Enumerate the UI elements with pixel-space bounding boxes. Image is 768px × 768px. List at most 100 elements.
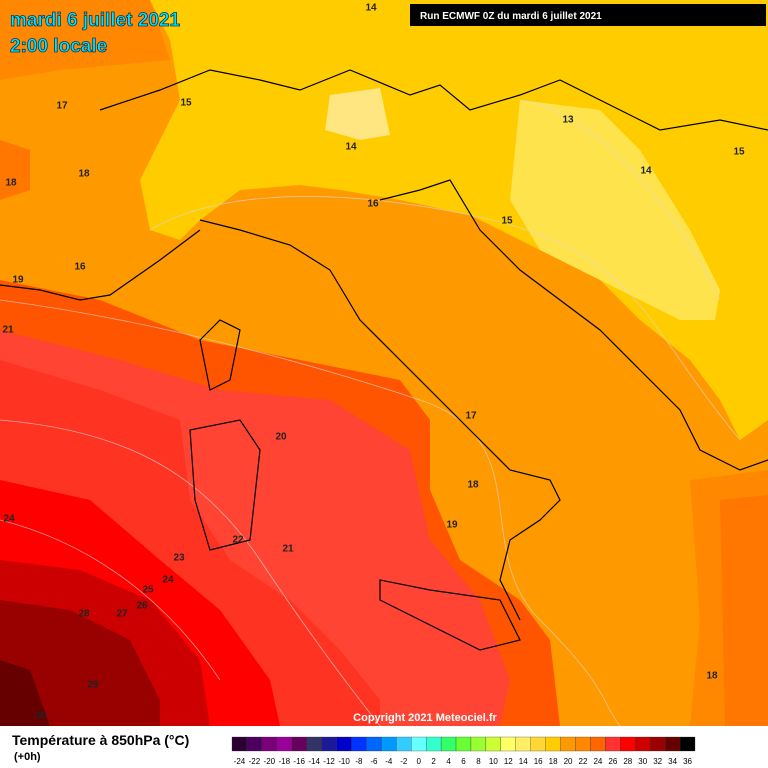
scale-label: 8: [476, 757, 481, 766]
scale-swatch: [351, 736, 367, 752]
contour-label: 15: [501, 216, 513, 227]
scale-label: -16: [293, 757, 305, 766]
scale-label: 28: [623, 757, 632, 766]
scale-label: -4: [385, 757, 393, 766]
contour-label: 21: [2, 325, 14, 336]
scale-label: -24: [234, 757, 246, 766]
scale-label: 24: [593, 757, 602, 766]
scale-label: 30: [638, 757, 647, 766]
contour-label: 15: [180, 98, 192, 109]
contour-label: 15: [733, 147, 745, 158]
contour-label: 25: [142, 585, 154, 596]
scale-label: -22: [249, 757, 261, 766]
contour-label: 29: [87, 680, 99, 691]
contour-label: 24: [3, 514, 15, 525]
scale-label: 26: [608, 757, 617, 766]
scale-swatch: [440, 736, 457, 752]
contour-label: 18: [467, 480, 479, 491]
time-heading: 2:00 locale: [10, 36, 107, 57]
run-info: Run ECMWF 0Z du mardi 6 juillet 2021: [420, 11, 602, 22]
scale-swatch: [530, 736, 546, 752]
contour-label: 22: [232, 535, 244, 546]
scale-swatch: [291, 736, 307, 752]
scale-swatch: [276, 736, 292, 752]
scale-label: 36: [683, 757, 692, 766]
scale-swatch: [545, 736, 561, 752]
scale-label: -6: [370, 757, 378, 766]
scale-label: 20: [564, 757, 573, 766]
legend-title: Température à 850hPa (°C): [12, 732, 189, 748]
scale-swatch: [455, 736, 472, 752]
scale-swatch: [679, 736, 696, 752]
scale-swatch: [396, 736, 412, 752]
scale-label: 16: [534, 757, 543, 766]
scale-swatch: [605, 736, 621, 752]
contour-label: 14: [640, 166, 652, 177]
isotherms: [0, 99, 741, 727]
contour-label: 28: [78, 609, 90, 620]
scale-swatch: [381, 736, 397, 752]
contour-label: 18: [78, 169, 90, 180]
contour-label: 19: [12, 275, 24, 286]
contour-label: 24: [162, 575, 174, 586]
scale-label: 18: [549, 757, 558, 766]
contour-label: 17: [56, 101, 68, 112]
contour-label: 18: [706, 671, 718, 682]
scale-label: 0: [416, 757, 421, 766]
contour-labels: 14 17 15 14 13 15 18 18 14 16 15 16 19 21 17 20 18 24 19 22…: [2, 3, 745, 722]
contour-label: 14: [365, 3, 377, 14]
legend-subtitle: (+0h): [14, 751, 41, 763]
scale-label: 32: [653, 757, 662, 766]
scale-label: 10: [489, 757, 498, 766]
scale-swatch: [560, 736, 576, 752]
scale-swatch: [426, 736, 442, 752]
contour-label: 18: [5, 178, 17, 189]
scale-swatch: [500, 736, 516, 752]
scale-label: -8: [355, 757, 363, 766]
scale-label: -12: [323, 757, 335, 766]
contour-label: 14: [345, 142, 357, 153]
scale-label: -14: [308, 757, 320, 766]
contour-label: 16: [74, 262, 86, 273]
scale-label: 6: [461, 757, 466, 766]
contour-label: 27: [116, 609, 128, 620]
scale-swatch: [336, 736, 352, 752]
scale-label: -20: [264, 757, 276, 766]
scale-swatch: [664, 736, 681, 752]
contour-label: 16: [367, 199, 379, 210]
map-background: [0, 0, 768, 726]
scale-label: 4: [446, 757, 451, 766]
contour-label: 23: [173, 553, 185, 564]
scale-swatch: [575, 736, 591, 752]
contour-label: 30: [35, 711, 47, 722]
contour-label: 20: [275, 432, 287, 443]
scale-label: 14: [519, 757, 528, 766]
scale-label: 2: [431, 757, 436, 766]
scale-swatch: [366, 736, 382, 752]
date-heading: mardi 6 juillet 2021: [10, 10, 180, 31]
scale-swatch: [321, 736, 337, 752]
scale-swatch: [470, 736, 487, 752]
scale-label: -18: [278, 757, 290, 766]
scale-swatch: [411, 736, 427, 752]
scale-swatch: [306, 736, 322, 752]
scale-swatch: [231, 736, 248, 752]
scale-label: 22: [579, 757, 588, 766]
contour-label: 17: [465, 411, 477, 422]
scale-swatch: [620, 736, 636, 752]
scale-label: -10: [338, 757, 350, 766]
run-box: [410, 4, 766, 26]
scale-swatch: [261, 736, 277, 752]
scale-swatch: [485, 736, 501, 752]
contour-label: 26: [136, 601, 148, 612]
borders: [0, 69, 768, 651]
contour-label: 19: [446, 520, 458, 531]
copyright: Copyright 2021 Meteociel.fr: [353, 712, 497, 724]
scale-label: -2: [400, 757, 408, 766]
scale-label: 34: [668, 757, 677, 766]
color-scale: -24 -22 -20 -18 -16 -14 -12 -10 -8 -6 -4 -2 0 2 4 6 8 10 1…: [231, 736, 696, 766]
scale-swatch: [650, 736, 666, 752]
contour-label: 13: [562, 115, 574, 126]
scale-label: 12: [504, 757, 513, 766]
